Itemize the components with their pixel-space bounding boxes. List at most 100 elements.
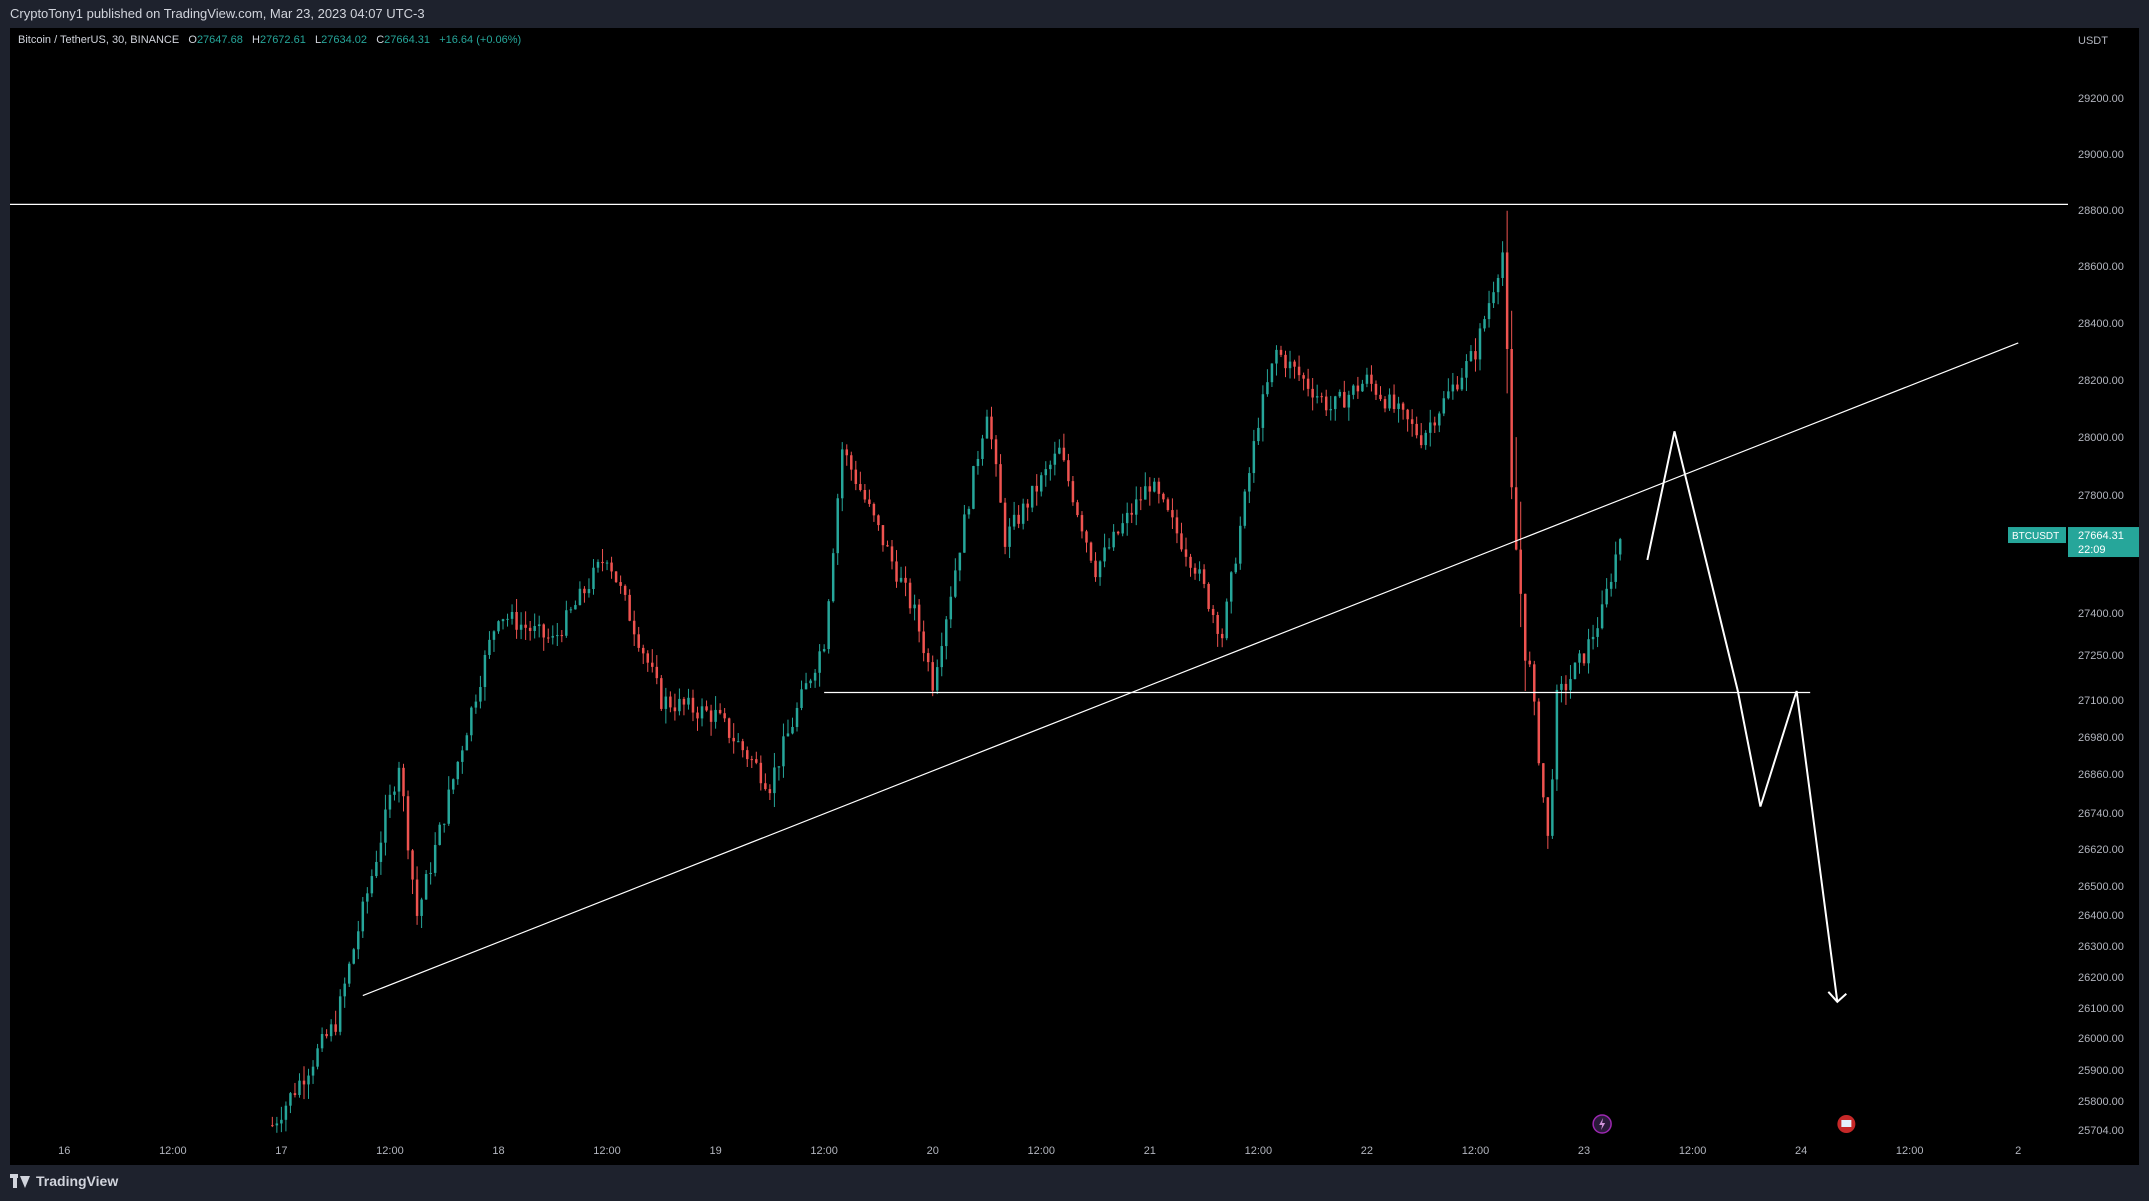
candle-body <box>302 1080 306 1085</box>
brand-label: TradingView <box>36 1173 119 1189</box>
candle-body <box>1555 689 1559 780</box>
y-tick-label: 26300.00 <box>2078 941 2124 953</box>
candle-body <box>1293 361 1296 367</box>
x-tick-label: 18 <box>492 1145 504 1157</box>
candle-body <box>1198 569 1201 574</box>
close-label: C <box>376 34 385 46</box>
candle-body <box>773 767 776 794</box>
candle-body <box>623 585 627 595</box>
candle-body <box>1116 531 1120 534</box>
tradingview-brand[interactable]: TradingView <box>10 1173 118 1189</box>
candle-body <box>1297 366 1301 376</box>
x-tick-label: 20 <box>927 1145 939 1157</box>
candle-body <box>497 621 500 632</box>
candle-body <box>465 735 469 751</box>
candle-body <box>415 879 419 916</box>
candle-body <box>411 850 414 880</box>
candle-body <box>1401 403 1405 410</box>
projection-path <box>1646 431 1839 1002</box>
candle-body <box>384 809 387 843</box>
candle-body <box>628 594 631 621</box>
y-tick-label: 25900.00 <box>2078 1065 2124 1077</box>
x-tick-label: 12:00 <box>1679 1145 1707 1157</box>
candle-body <box>474 701 478 708</box>
candle-body <box>1492 292 1495 304</box>
candle-body <box>1320 396 1323 398</box>
candle-body <box>1243 491 1247 526</box>
candle-body <box>755 759 758 763</box>
candle-body <box>1261 394 1265 428</box>
y-tick-label: 26000.00 <box>2078 1033 2124 1045</box>
candle-body <box>1026 503 1029 508</box>
x-tick-label: 19 <box>709 1145 721 1157</box>
candle-body <box>945 619 948 647</box>
candle-body <box>1469 351 1473 362</box>
candle-body <box>1609 581 1613 589</box>
candle-body <box>890 546 894 562</box>
candle-body <box>664 696 668 709</box>
candle-body <box>578 588 582 606</box>
candle-body <box>660 678 663 709</box>
candle-body <box>1343 391 1346 408</box>
candle-body <box>727 718 731 738</box>
symbol-tag <box>2008 527 2066 544</box>
x-tick-label: 12:00 <box>1896 1145 1924 1157</box>
candle-body <box>718 709 722 714</box>
candle-body <box>1324 396 1328 411</box>
candle-body <box>1094 560 1097 578</box>
candle-body <box>560 635 564 637</box>
candle-body <box>1361 383 1364 392</box>
candle-body <box>1496 277 1500 293</box>
y-tick-label: 27100.00 <box>2078 695 2124 707</box>
y-tick-label: 27800.00 <box>2078 490 2124 502</box>
candle-body <box>461 750 464 762</box>
candle-body <box>958 552 962 571</box>
candle-body <box>1112 531 1115 548</box>
candle-body <box>1591 636 1595 640</box>
candle-body <box>1008 526 1011 547</box>
candle-body <box>795 707 799 727</box>
candle-body <box>357 931 360 950</box>
candle-body <box>402 767 405 797</box>
tradingview-logo-icon <box>10 1174 30 1188</box>
candle-body <box>1234 563 1237 573</box>
symbol-text[interactable]: Bitcoin / TetherUS, 30, BINANCE <box>18 34 180 46</box>
candle-body <box>899 577 903 582</box>
candle-body <box>1424 432 1427 446</box>
candlestick-chart[interactable]: 29200.00 29000.00 28800.00 28600.00 28400.00… <box>10 28 2139 1165</box>
candle-body <box>972 466 975 509</box>
candle-body <box>1279 349 1283 355</box>
candle-body <box>1153 481 1156 492</box>
candle-body <box>1447 391 1450 399</box>
x-tick-label: 12:00 <box>593 1145 621 1157</box>
footer-bar: TradingView <box>0 1165 2149 1201</box>
candle-body <box>777 766 781 768</box>
candle-body <box>863 490 867 500</box>
candle-body <box>447 789 450 824</box>
candle-body <box>637 634 640 648</box>
candle-body <box>651 662 654 667</box>
candle-body <box>1587 639 1590 664</box>
lightning-bolt-icon <box>1599 1118 1606 1130</box>
y-tick-label: 28200.00 <box>2078 375 2124 387</box>
candle-body <box>1080 515 1084 532</box>
candle-body <box>334 1024 337 1032</box>
x-tick-label: 12:00 <box>376 1145 404 1157</box>
candle-body <box>1569 679 1572 691</box>
candle-body <box>750 759 754 761</box>
candle-body <box>1510 348 1513 488</box>
candle-body <box>1257 427 1260 442</box>
candle-body <box>542 624 545 638</box>
y-tick-label: 28000.00 <box>2078 432 2124 444</box>
candle-body <box>859 484 862 491</box>
candle-body <box>601 561 604 564</box>
candle-body <box>1067 460 1070 482</box>
candle-body <box>1429 422 1432 433</box>
candle-body <box>1352 385 1355 395</box>
candle-body <box>994 439 998 465</box>
candle-body <box>1089 542 1093 561</box>
candle-body <box>596 561 600 568</box>
candle-body <box>1551 779 1554 836</box>
chart-area[interactable]: 29200.00 29000.00 28800.00 28600.00 28400.00… <box>10 28 2139 1165</box>
candle-body <box>746 750 749 760</box>
